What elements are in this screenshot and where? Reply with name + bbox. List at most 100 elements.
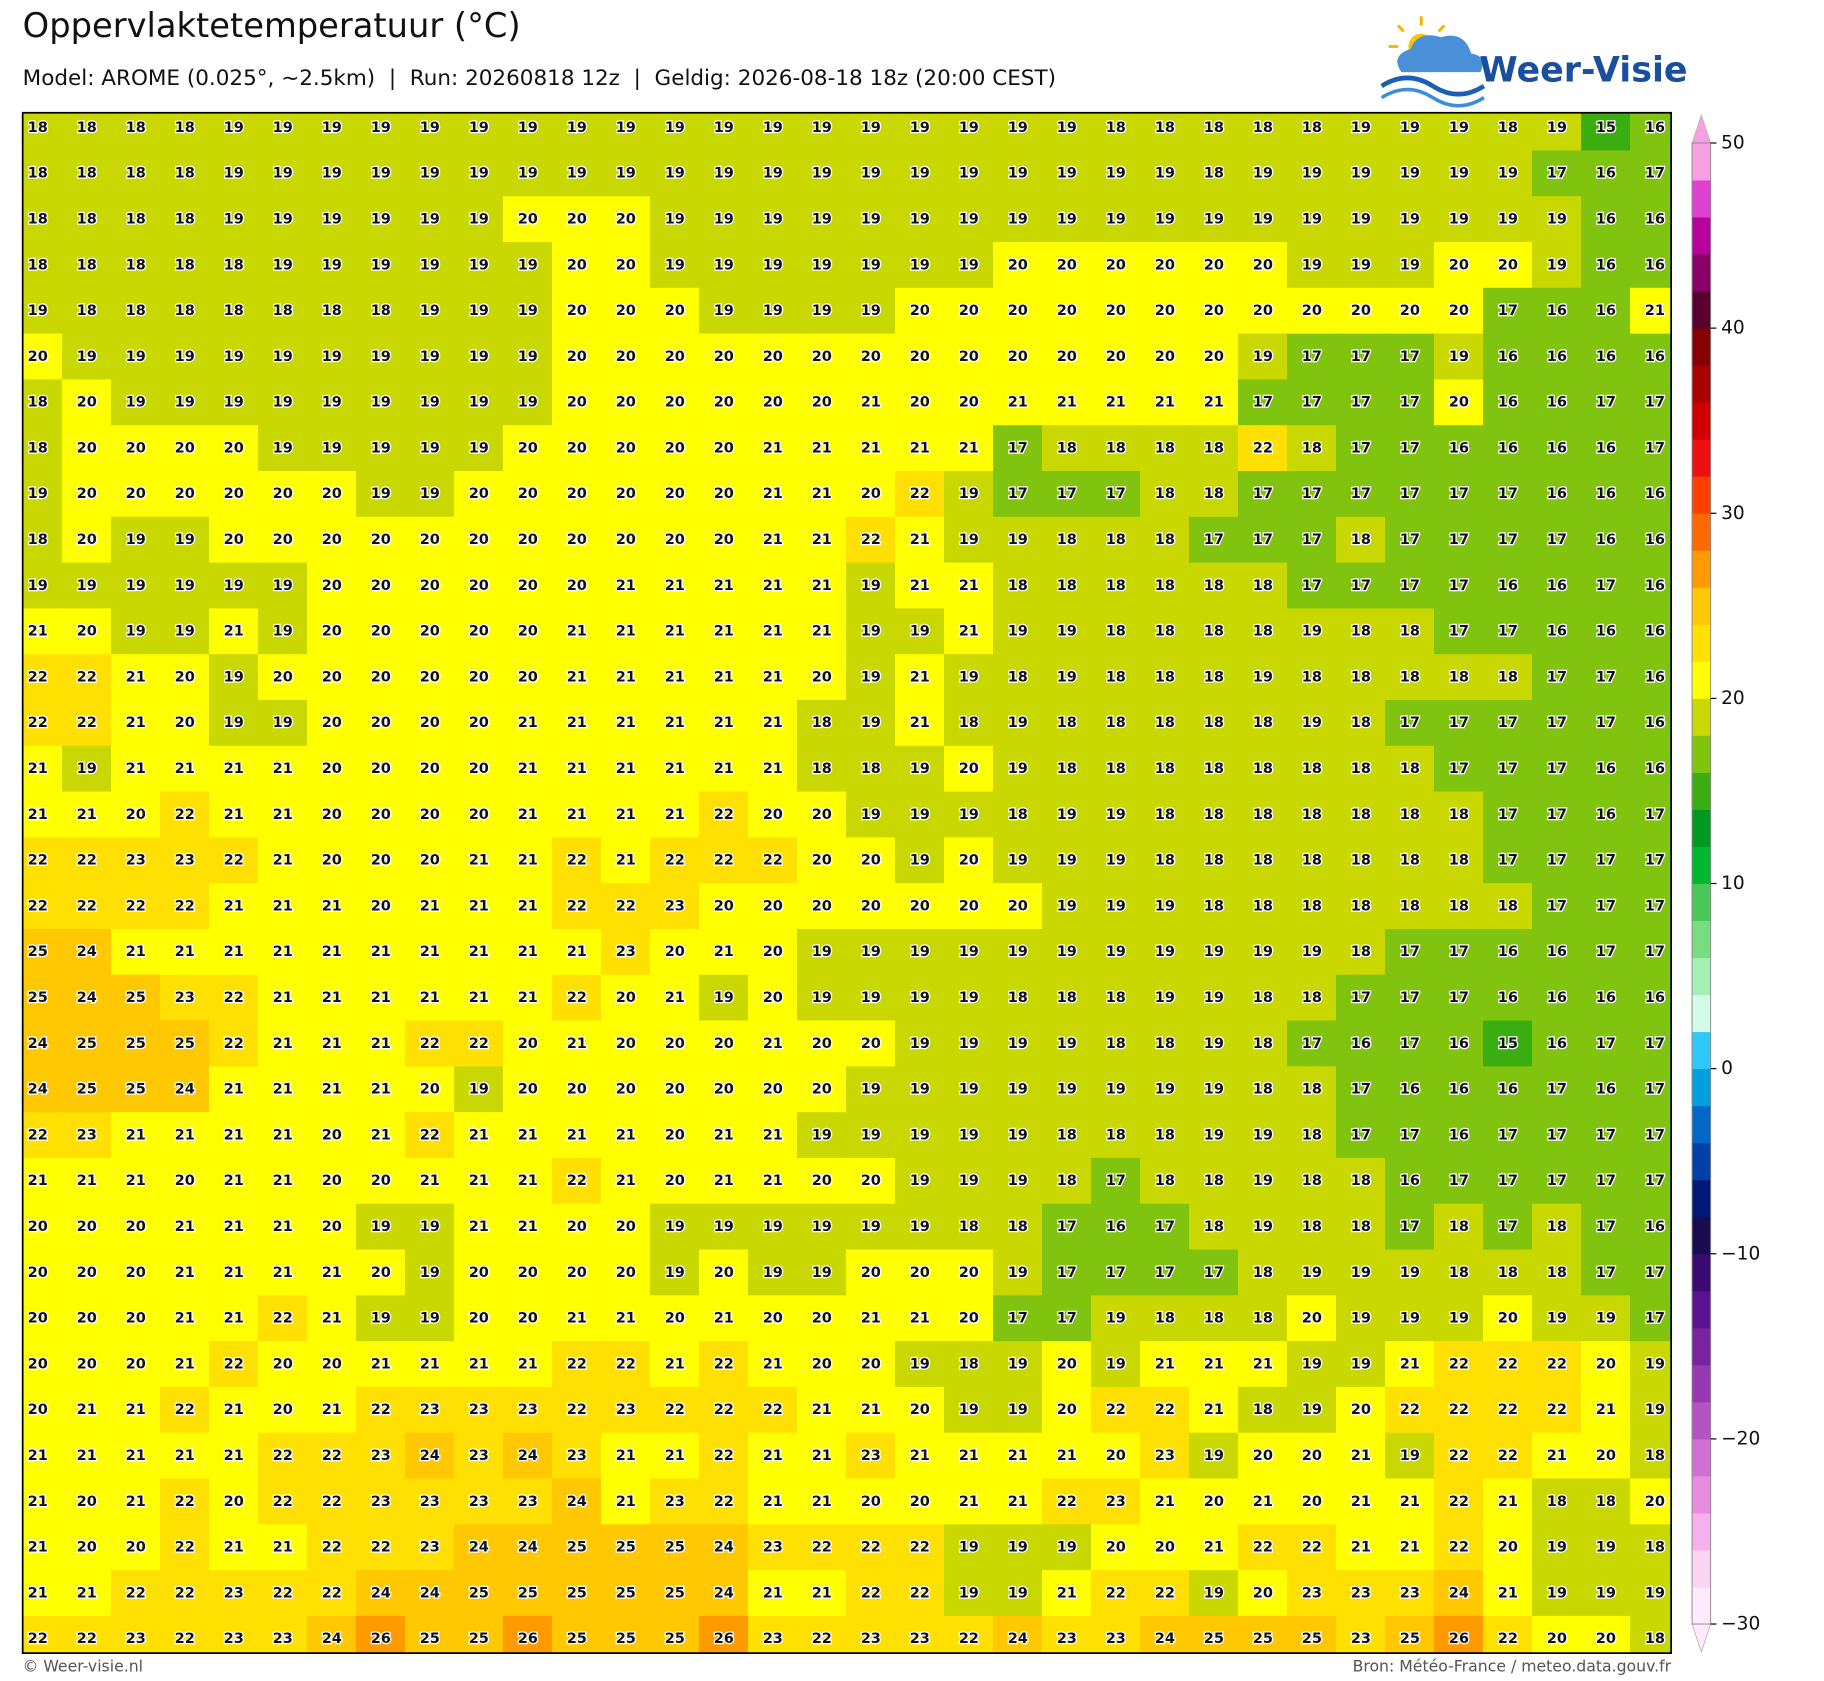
temperature-cell — [796, 562, 847, 610]
temperature-cell — [1139, 1020, 1190, 1068]
temperature-cell — [22, 516, 63, 564]
temperature-label: 19 — [1106, 211, 1126, 227]
temperature-label: 21 — [518, 761, 538, 777]
temperature-cell — [1139, 654, 1190, 701]
temperature-label: 22 — [1449, 1494, 1469, 1510]
temperature-cell — [1188, 425, 1239, 472]
temperature-cell — [1041, 837, 1092, 884]
temperature-label: 19 — [1057, 120, 1077, 136]
temperature-label: 16 — [1449, 1082, 1469, 1098]
temperature-label: 19 — [910, 990, 930, 1006]
temperature-label: 20 — [910, 898, 930, 914]
temperature-label: 20 — [763, 944, 783, 960]
temperature-label: 17 — [1596, 715, 1616, 731]
temperature-cell — [894, 883, 945, 930]
temperature-cell — [796, 928, 847, 976]
temperature-label: 16 — [1645, 257, 1665, 273]
temperature-cell — [159, 242, 210, 289]
temperature-label: 18 — [1498, 669, 1518, 685]
temperature-cell — [22, 196, 63, 243]
temperature-label: 20 — [910, 303, 930, 319]
temperature-label: 22 — [1253, 440, 1273, 456]
temperature-label: 20 — [567, 1219, 587, 1235]
temperature-label: 20 — [616, 1082, 636, 1098]
temperature-cell — [1188, 745, 1239, 793]
temperature-label: 19 — [763, 303, 783, 319]
temperature-cell — [698, 562, 749, 610]
temperature-cell — [61, 470, 112, 518]
temperature-label: 19 — [1645, 1356, 1665, 1372]
temperature-label: 22 — [28, 1127, 48, 1143]
temperature-label: 24 — [714, 1585, 734, 1601]
temperature-label: 23 — [910, 1631, 930, 1647]
temperature-label: 21 — [1106, 395, 1126, 411]
temperature-label: 22 — [665, 1402, 685, 1418]
temperature-cell — [600, 516, 651, 564]
colorbar-segment — [1692, 735, 1711, 773]
temperature-label: 20 — [1057, 1402, 1077, 1418]
temperature-label: 18 — [1155, 853, 1175, 869]
temperature-cell — [1531, 608, 1582, 655]
temperature-label: 17 — [1547, 1082, 1567, 1098]
temperature-label: 17 — [1400, 532, 1420, 548]
temperature-label: 19 — [420, 303, 440, 319]
temperature-label: 19 — [1351, 1265, 1371, 1281]
temperature-cell — [208, 112, 259, 152]
temperature-cell — [208, 974, 259, 1022]
temperature-label: 18 — [1057, 440, 1077, 456]
temperature-label: 19 — [1351, 1311, 1371, 1327]
temperature-label: 21 — [910, 532, 930, 548]
temperature-cell — [355, 837, 406, 884]
temperature-label: 20 — [1106, 1448, 1126, 1464]
temperature-label: 19 — [910, 166, 930, 182]
temperature-label: 16 — [1449, 440, 1469, 456]
temperature-label: 21 — [273, 761, 293, 777]
temperature-label: 18 — [1498, 120, 1518, 136]
colorbar-end — [1691, 113, 1712, 144]
temperature-label: 19 — [1645, 1402, 1665, 1418]
temperature-cell — [306, 470, 357, 518]
temperature-cell — [747, 974, 798, 1022]
temperature-cell — [1433, 928, 1484, 976]
temperature-label: 19 — [1449, 211, 1469, 227]
temperature-label: 21 — [616, 1127, 636, 1143]
temperature-cell — [257, 745, 308, 793]
temperature-label: 19 — [273, 211, 293, 227]
temperature-label: 19 — [518, 395, 538, 411]
temperature-cell — [992, 974, 1043, 1022]
temperature-label: 21 — [175, 761, 195, 777]
temperature-label: 21 — [126, 1173, 146, 1189]
temperature-label: 17 — [1155, 1265, 1175, 1281]
temperature-label: 19 — [1449, 120, 1469, 136]
temperature-cell — [61, 112, 112, 152]
temperature-label: 20 — [567, 532, 587, 548]
temperature-label: 21 — [665, 669, 685, 685]
temperature-cell — [306, 287, 357, 335]
temperature-cell — [649, 745, 700, 793]
temperature-label: 21 — [1008, 395, 1028, 411]
temperature-label: 21 — [616, 669, 636, 685]
temperature-label: 18 — [224, 257, 244, 273]
temperature-label: 21 — [224, 761, 244, 777]
temperature-label: 25 — [1400, 1631, 1420, 1647]
temperature-cell — [698, 974, 749, 1022]
temperature-cell — [257, 379, 308, 426]
temperature-label: 16 — [1596, 990, 1616, 1006]
temperature-cell — [61, 1066, 112, 1113]
temperature-label: 19 — [175, 624, 195, 640]
temperature-cell — [355, 379, 406, 426]
temperature-cell — [551, 562, 602, 610]
temperature-label: 18 — [1547, 1265, 1567, 1281]
temperature-label: 21 — [224, 1082, 244, 1098]
temperature-label: 21 — [469, 1219, 489, 1235]
temperature-cell — [1482, 699, 1533, 747]
temperature-label: 19 — [861, 166, 881, 182]
temperature-label: 20 — [616, 532, 636, 548]
temperature-label: 19 — [273, 624, 293, 640]
temperature-label: 21 — [224, 1127, 244, 1143]
temperature-label: 21 — [420, 898, 440, 914]
temperature-label: 18 — [175, 303, 195, 319]
temperature-cell — [1286, 654, 1337, 701]
temperature-label: 21 — [126, 1127, 146, 1143]
temperature-cell — [796, 425, 847, 472]
